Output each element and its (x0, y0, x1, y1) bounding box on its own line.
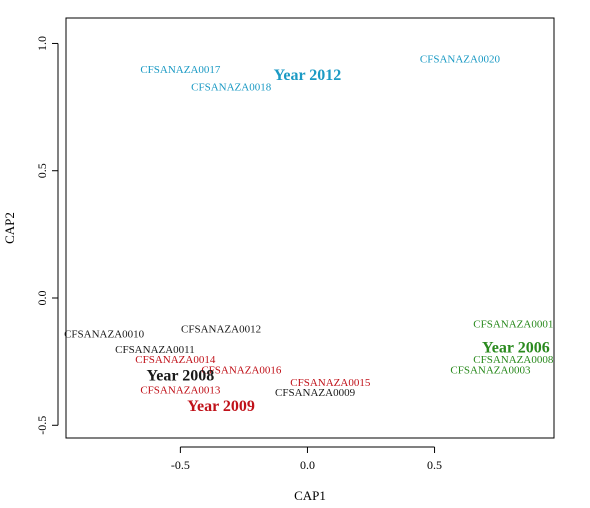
point-labels: CFSANAZA0017 CFSANAZA0018 CFSANAZA0020 CFSA… (64, 54, 554, 399)
point-label: CFSANAZA0016 (201, 364, 282, 376)
point-label: CFSANAZA0009 (275, 387, 356, 399)
group-label: Year 2009 (187, 398, 255, 415)
x-tick-label: 0.5 (427, 458, 442, 472)
group-label: Year 2006 (482, 339, 550, 356)
group-label: Year 2008 (147, 367, 215, 384)
point-label: CFSANAZA0010 (64, 329, 145, 341)
plot-frame (65, 17, 555, 439)
point-label: CFSANAZA0014 (135, 354, 216, 366)
point-label: CFSANAZA0012 (181, 324, 261, 336)
x-tick-label: 0.0 (300, 458, 315, 472)
y-tick-label: 1.0 (35, 36, 49, 51)
point-label: CFSANAZA0015 (290, 377, 371, 389)
y-tick-label: -0.5 (35, 416, 49, 435)
point-label: CFSANAZA0011 (115, 344, 195, 356)
point-label: CFSANAZA0017 (140, 64, 221, 76)
point-label: CFSANAZA0020 (420, 54, 501, 66)
point-label: CFSANAZA0013 (140, 385, 221, 397)
y-tick-label: 0.0 (35, 291, 49, 306)
y-tick-label: 0.5 (35, 163, 49, 178)
point-label: CFSANAZA0008 (473, 354, 554, 366)
point-label: CFSANAZA0003 (450, 364, 531, 376)
y-axis-title: CAP2 (2, 212, 17, 244)
x-axis-title: CAP1 (294, 488, 326, 503)
point-label: CFSANAZA0001 (473, 318, 553, 330)
x-tick-label: -0.5 (171, 458, 190, 472)
point-label: CFSANAZA0018 (191, 82, 272, 94)
group-label: Year 2012 (274, 67, 342, 84)
y-axis: -0.5 0.0 0.5 1.0 (35, 36, 59, 435)
group-labels: Year 2012 Year 2008 Year 2009 Year 2006 (147, 67, 550, 415)
x-axis: -0.5 0.0 0.5 (171, 446, 442, 472)
